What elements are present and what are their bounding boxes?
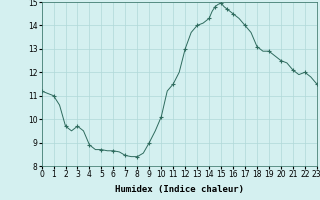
X-axis label: Humidex (Indice chaleur): Humidex (Indice chaleur) [115,185,244,194]
